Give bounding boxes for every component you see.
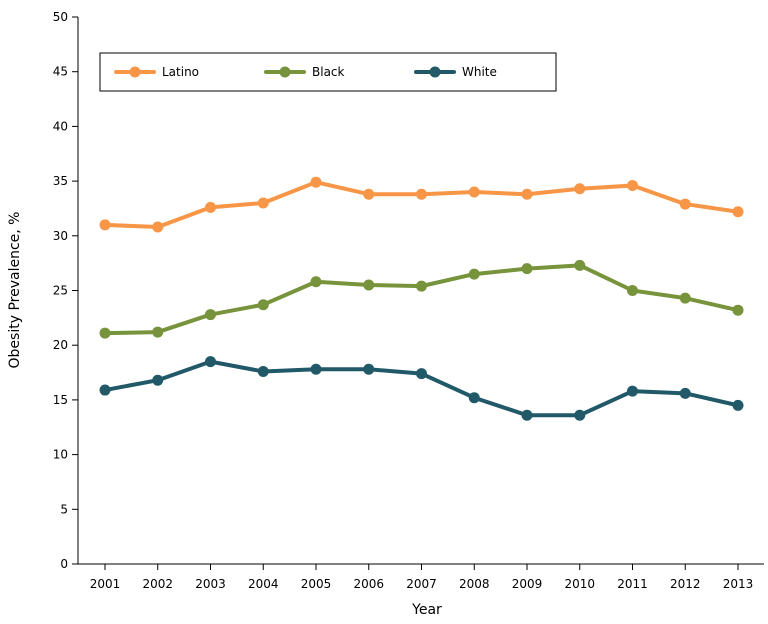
data-point	[627, 385, 638, 397]
data-point	[257, 365, 269, 377]
legend-box	[99, 52, 557, 92]
x-axis-label: Year	[411, 602, 442, 618]
data-point	[310, 363, 322, 375]
y-tick-label: 0	[60, 557, 68, 571]
data-point	[521, 263, 533, 275]
data-point	[468, 392, 480, 404]
data-point	[732, 206, 744, 218]
y-tick-label: 35	[53, 174, 68, 188]
data-point	[468, 268, 480, 280]
x-tick-label: 2006	[353, 577, 384, 591]
legend-label: Black	[312, 65, 345, 79]
data-point	[627, 179, 638, 191]
legend-marker	[429, 66, 441, 78]
data-point	[521, 409, 533, 421]
data-point	[416, 280, 427, 292]
x-tick-label: 2002	[142, 577, 173, 591]
data-point	[310, 276, 322, 288]
data-point	[205, 201, 216, 213]
y-tick-label: 40	[53, 119, 68, 133]
data-point	[679, 387, 691, 399]
legend-item-latino: Latino	[114, 65, 199, 79]
data-point	[152, 374, 164, 386]
data-point	[152, 326, 164, 338]
data-point	[310, 176, 322, 188]
data-point	[257, 197, 269, 209]
data-point	[257, 299, 269, 311]
data-point	[416, 188, 427, 200]
data-point	[732, 399, 744, 411]
x-tick-label: 2004	[248, 577, 279, 591]
legend-label: White	[462, 65, 497, 79]
data-point	[99, 327, 111, 339]
data-point	[416, 368, 427, 380]
data-point	[468, 186, 480, 198]
legend: Latino Black White	[99, 52, 557, 92]
legend-marker	[279, 66, 291, 78]
legend-marker	[129, 66, 141, 78]
x-tick-label: 2010	[564, 577, 595, 591]
data-point	[363, 188, 375, 200]
data-point	[574, 259, 586, 271]
data-point	[679, 292, 691, 304]
data-point	[574, 409, 586, 421]
legend-item-white: White	[414, 65, 497, 79]
series-latino	[99, 176, 744, 233]
y-axis-label: Obesity Prevalence, %	[7, 212, 23, 369]
data-point	[99, 219, 111, 231]
data-point	[732, 304, 744, 316]
x-tick-label: 2009	[512, 577, 543, 591]
data-point	[521, 188, 533, 200]
y-tick-label: 50	[53, 10, 68, 24]
series-line	[104, 263, 739, 336]
x-tick-label: 2007	[406, 577, 437, 591]
legend-label: Latino	[162, 65, 199, 79]
data-point	[99, 384, 111, 396]
x-tick-label: 2012	[670, 577, 701, 591]
y-tick-label: 45	[53, 65, 68, 79]
x-tick-label: 2013	[723, 577, 754, 591]
series-white	[99, 356, 744, 421]
data-point	[205, 356, 216, 368]
data-point	[363, 363, 375, 375]
y-tick-label: 20	[53, 338, 68, 352]
data-point	[363, 279, 375, 291]
x-tick-label: 2005	[301, 577, 332, 591]
y-tick-label: 15	[53, 393, 68, 407]
data-point	[574, 183, 586, 195]
y-tick-label: 30	[53, 229, 68, 243]
data-point	[679, 198, 691, 210]
y-tick-label: 25	[53, 284, 68, 298]
legend-item-black: Black	[264, 65, 345, 79]
x-tick-label: 2001	[90, 577, 121, 591]
x-tick-label: 2003	[195, 577, 226, 591]
series-black	[99, 259, 744, 339]
y-tick-label: 10	[53, 448, 68, 462]
y-tick-label: 5	[60, 502, 68, 516]
data-point	[152, 221, 164, 233]
data-point	[627, 285, 638, 296]
x-tick-label: 2008	[459, 577, 490, 591]
data-point	[205, 309, 216, 321]
x-tick-label: 2011	[617, 577, 648, 591]
